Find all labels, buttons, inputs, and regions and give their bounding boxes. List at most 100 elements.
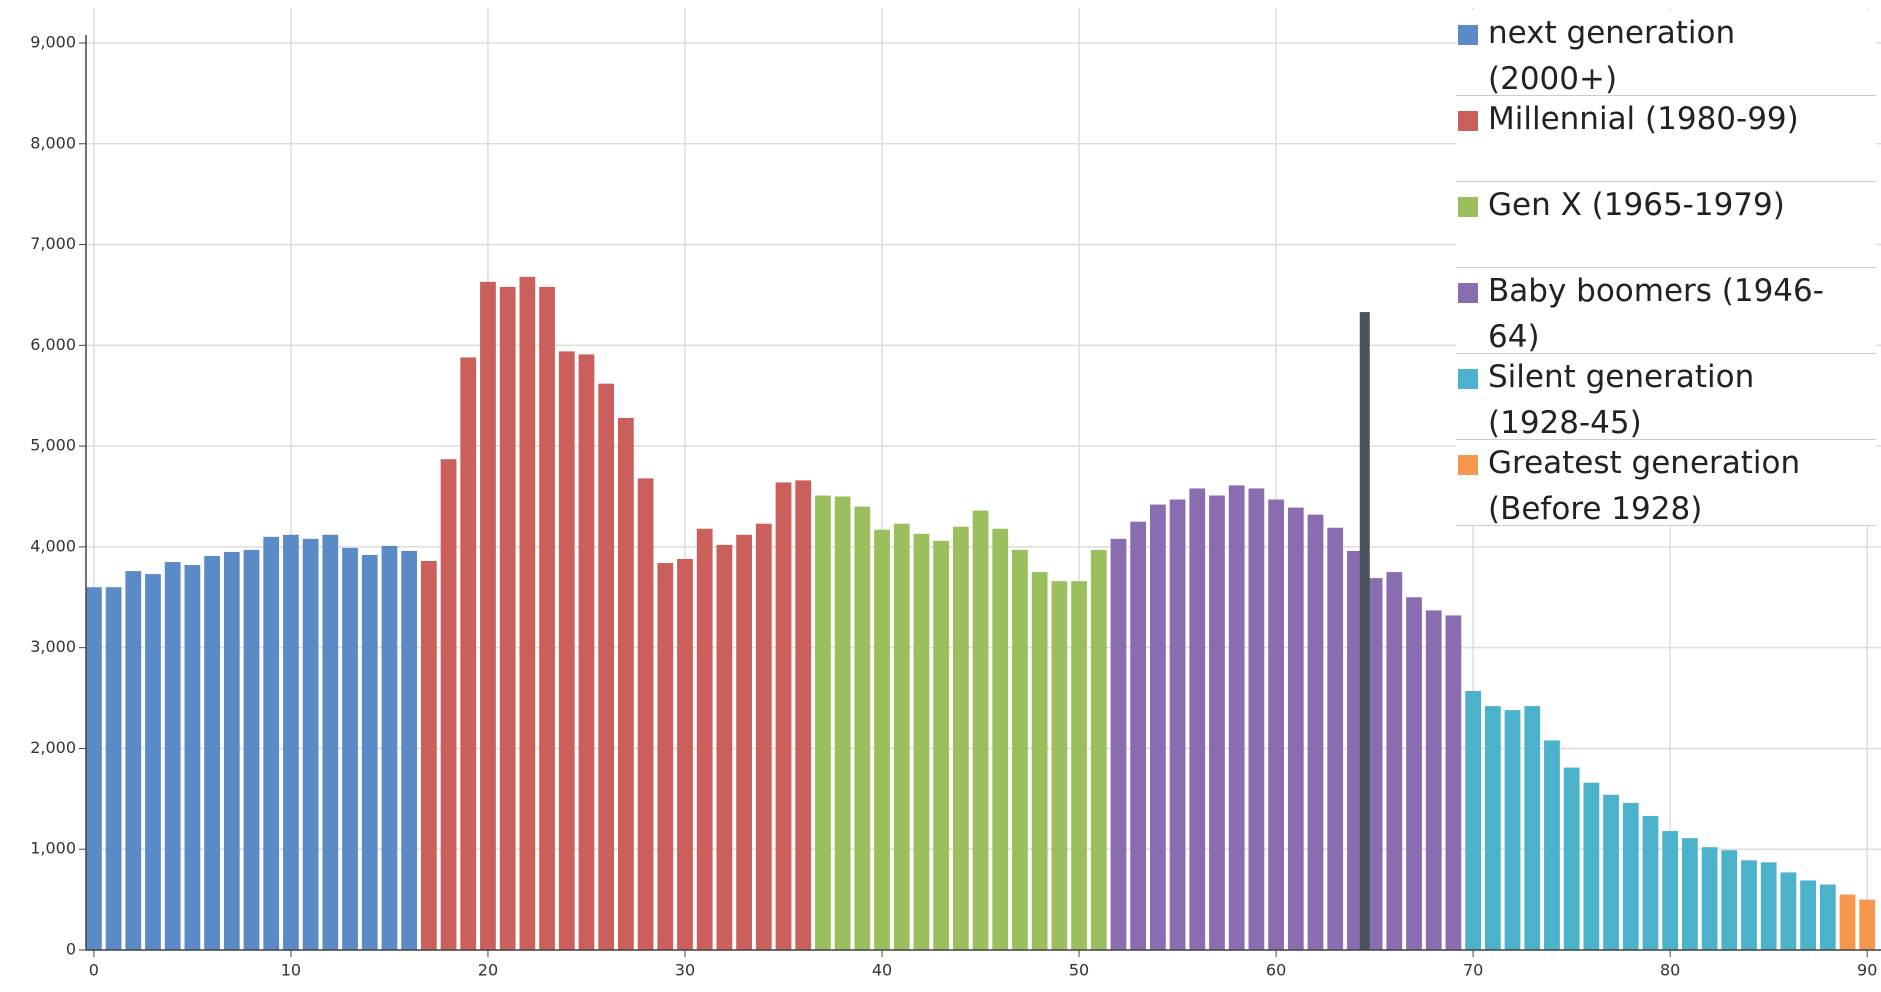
bar [1544,740,1560,950]
y-tick-label: 3,000 [30,637,76,656]
legend-swatch [1458,25,1478,45]
bar [558,351,575,950]
bar [1800,880,1816,950]
bar [519,276,536,950]
bar [342,547,358,950]
bar [499,286,516,951]
bar [696,528,713,950]
bar [283,534,299,950]
bar [795,480,812,950]
bar [1031,572,1048,950]
bar [263,536,280,950]
bar [1780,872,1797,950]
legend-label: next generation (2000+) [1488,15,1736,97]
bar [755,523,772,950]
y-tick-label: 1,000 [30,839,76,858]
bar [1051,581,1068,950]
bar [1268,499,1284,950]
bar [1248,488,1265,950]
y-tick-label: 0 [66,940,76,959]
x-tick-label: 60 [1266,961,1286,980]
bar [539,286,555,951]
bar [834,496,851,950]
bar [1445,615,1462,950]
bar [1327,527,1344,950]
highlight-marker [1359,312,1370,950]
x-tick-label: 70 [1463,961,1483,980]
bar [105,587,122,950]
bar [1189,488,1206,950]
bar [1209,495,1225,950]
legend-item: Millennial (1980-99) [1456,96,1876,182]
legend-label: Silent generation (1928-45) [1488,359,1755,441]
bar [1741,860,1757,950]
bar [440,459,457,950]
bar [657,563,674,950]
bar [578,354,595,950]
bar [1366,578,1383,950]
bar [972,510,989,950]
y-tick-label: 9,000 [30,33,76,52]
bar [401,550,418,950]
legend-swatch [1458,369,1478,389]
legend-label: Greatest generation (Before 1928) [1488,445,1801,527]
bar [223,551,240,950]
bar [598,383,615,950]
bar [1839,894,1856,950]
bar [1662,831,1679,950]
bar [1681,838,1698,950]
bar [913,533,930,950]
bar [952,526,969,950]
bar [1603,794,1619,950]
bar [361,554,378,950]
bar [381,545,398,950]
bar [480,281,496,950]
bar [992,528,1009,950]
legend-item: Baby boomers (1946-64) [1456,268,1876,355]
legend-swatch [1458,455,1478,475]
legend-item: Greatest generation (Before 1928) [1456,440,1876,527]
bar [775,482,792,950]
bar [1169,499,1186,950]
y-tick-label: 6,000 [30,335,76,354]
x-tick-label: 50 [1069,961,1089,980]
bar [1090,549,1107,950]
y-tick-label: 4,000 [30,536,76,555]
legend-label: Millennial (1980-99) [1488,101,1799,137]
bar [204,555,220,950]
legend-swatch [1458,111,1478,131]
bar [164,562,181,950]
bar [1563,767,1580,950]
bar [1406,597,1422,950]
legend-item: next generation (2000+) [1456,10,1876,97]
bar [184,565,201,950]
bar [677,558,693,950]
bar [815,495,831,950]
bar [874,529,890,950]
bar [1347,550,1363,950]
bar [1425,610,1442,950]
bar [1859,899,1876,950]
y-tick-label: 5,000 [30,436,76,455]
bar [1642,815,1659,950]
bar [617,417,634,951]
bar [1819,884,1836,950]
bar [145,574,161,950]
legend: next generation (2000+) Millennial (1980-… [1456,10,1876,527]
x-tick-label: 20 [478,961,498,980]
bar [86,587,102,950]
bar [1701,847,1718,950]
x-tick-label: 10 [281,961,301,980]
bar [420,560,437,950]
x-tick-label: 30 [675,961,695,980]
bar [302,538,319,950]
bar [1721,850,1738,950]
bar [1622,802,1639,950]
bar [854,506,871,950]
bar [1012,549,1028,950]
legend-swatch [1458,197,1478,217]
bar [1307,514,1324,950]
bar [1287,507,1304,950]
